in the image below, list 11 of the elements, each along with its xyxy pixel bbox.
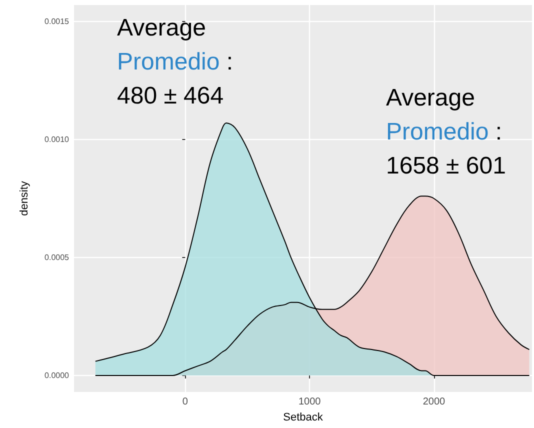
y-tick-label: 0.0005 bbox=[44, 252, 70, 262]
annotation: Average Promedio : 1658 ± 601 bbox=[386, 84, 506, 180]
x-tick-label: 0 bbox=[182, 396, 188, 408]
x-axis-title: Setback bbox=[283, 412, 324, 424]
annotation: Average Promedio : 480 ± 464 bbox=[117, 14, 234, 110]
y-tick-label: 0.0000 bbox=[44, 370, 70, 380]
y-tick-label: 0.0015 bbox=[44, 17, 70, 26]
x-tick-label: 1000 bbox=[298, 396, 322, 408]
y-tick-label: 0.0010 bbox=[44, 135, 70, 144]
y-axis-title: density bbox=[18, 180, 30, 216]
x-tick-label: 2000 bbox=[422, 396, 446, 408]
